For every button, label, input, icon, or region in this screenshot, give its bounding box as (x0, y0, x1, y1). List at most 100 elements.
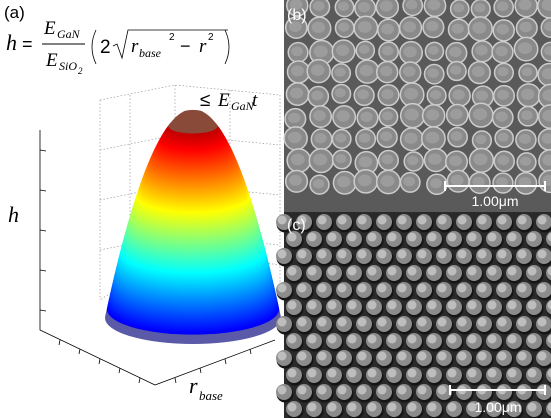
particle-shade (313, 1, 325, 11)
scale-label: 1.00μm (472, 193, 519, 209)
dome-highlight (278, 216, 287, 225)
dome-highlight (388, 403, 397, 412)
dome-highlight (338, 250, 347, 259)
dome-highlight (438, 284, 447, 293)
particle-shade (359, 133, 371, 143)
dome-highlight (358, 318, 367, 327)
dome-highlight (338, 352, 347, 361)
dome-highlight (318, 318, 327, 327)
paren (92, 30, 96, 64)
dome-highlight (278, 250, 287, 259)
particle-shade (430, 178, 442, 188)
dome-highlight (388, 335, 397, 344)
particle-shade (314, 133, 326, 143)
dome-highlight (538, 318, 547, 327)
dome-highlight (408, 233, 417, 242)
dome-highlight (528, 335, 537, 344)
dome-highlight (358, 386, 367, 395)
dome-highlight (458, 250, 467, 259)
r-label: r (189, 373, 198, 398)
dome-highlight (478, 284, 487, 293)
particle-shade (357, 89, 369, 99)
dome-highlight (358, 352, 367, 361)
particle-shade (520, 22, 532, 32)
particle-shade (497, 1, 508, 11)
particle-shade (473, 108, 487, 120)
dome-highlight (448, 369, 457, 378)
eq-minus: − (180, 36, 191, 56)
dome-highlight (288, 369, 297, 378)
dome-highlight (318, 284, 327, 293)
particle-shade (288, 132, 302, 143)
dome-highlight (378, 318, 387, 327)
eq-r2-sup: 2 (208, 32, 214, 43)
dome-highlight (458, 284, 467, 293)
particle-shade (498, 133, 509, 142)
dome-highlight (328, 403, 337, 412)
dome-highlight (328, 301, 337, 310)
particle-shade (427, 68, 439, 78)
dome-highlight (298, 250, 307, 259)
particle-shade (336, 45, 349, 56)
dome-highlight (448, 267, 457, 276)
figure: (a) h = E GaN E SiO 2 2 r base 2 − r 2 ≤… (0, 0, 551, 418)
particle-shade (428, 153, 442, 164)
paren (225, 30, 229, 64)
dome-highlight (328, 267, 337, 276)
eq-lhs: h (6, 30, 17, 55)
dome-highlight (518, 216, 527, 225)
particle-shade (381, 24, 394, 35)
particle-shade (335, 68, 346, 77)
dome-highlight (438, 318, 447, 327)
particle-shade (380, 175, 394, 187)
dome-highlight (428, 335, 437, 344)
dome-highlight (388, 233, 397, 242)
particle-shade (358, 2, 370, 12)
dome-highlight (298, 284, 307, 293)
dome-highlight (318, 352, 327, 361)
dome-highlight (468, 301, 477, 310)
particle-shade (452, 23, 464, 33)
dome-highlight (308, 233, 317, 242)
dome-highlight (498, 216, 507, 225)
particle-shade (381, 89, 393, 99)
particle-shade (336, 110, 350, 121)
dome-highlight (498, 284, 507, 293)
eq-den: E (45, 50, 58, 71)
particle-shade (473, 153, 487, 165)
dome-highlight (458, 318, 467, 327)
dome-highlight (288, 267, 297, 276)
dome-highlight (428, 267, 437, 276)
particle-shade (289, 175, 302, 186)
dome-highlight (378, 352, 387, 361)
dome-highlight (338, 284, 347, 293)
dome-highlight (438, 352, 447, 361)
dome-highlight (348, 369, 357, 378)
eq-r1: r (131, 36, 139, 57)
dome-highlight (538, 284, 547, 293)
dome-highlight (418, 386, 427, 395)
particle-shade (430, 90, 441, 99)
panel-label: (a) (4, 3, 25, 22)
particle-shade (313, 110, 326, 121)
particle-shade (382, 46, 394, 56)
particle-shade (380, 66, 393, 76)
particle-shade (382, 111, 393, 120)
particle-shade (291, 154, 305, 166)
particle-shade (519, 134, 531, 144)
particle-shade (380, 1, 393, 12)
dome-highlight (538, 352, 547, 361)
dome-highlight (538, 250, 547, 259)
dome-highlight (398, 216, 407, 225)
dome-highlight (278, 352, 287, 361)
particle-shade (472, 22, 486, 34)
particle-shade (335, 88, 346, 97)
dome-highlight (308, 267, 317, 276)
dome-highlight (398, 386, 407, 395)
particle-shade (338, 22, 349, 31)
eq-r2: r (199, 36, 207, 57)
eq-num-sub: GaN (57, 27, 81, 41)
particle-shade (314, 45, 328, 57)
dome-highlight (298, 352, 307, 361)
particle-shade (452, 89, 465, 99)
